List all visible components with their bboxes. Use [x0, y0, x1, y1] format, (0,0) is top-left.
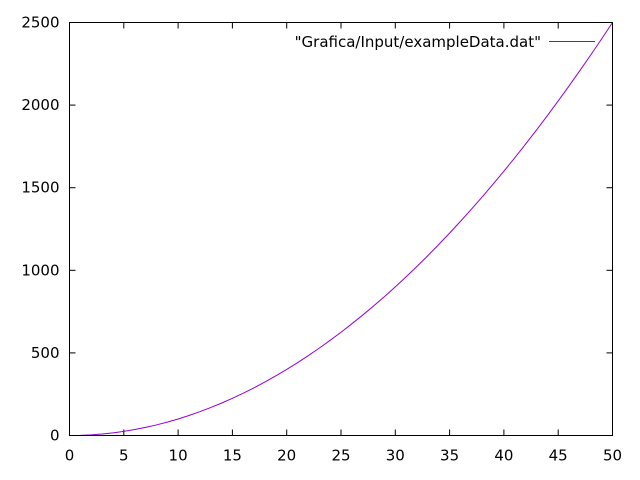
x-tick-label: 50	[603, 447, 622, 465]
x-tick-label: 15	[223, 447, 242, 465]
legend-label-series-1: "Grafica/Input/exampleData.dat"	[295, 33, 541, 51]
x-tick-label: 5	[119, 447, 129, 465]
y-tick-label: 1500	[21, 179, 59, 197]
y-axis-tick-labels: 0 500 1000 1500 2000 2500	[21, 14, 59, 445]
x-tick-label: 0	[65, 447, 75, 465]
x-tick-label: 45	[549, 447, 568, 465]
x-axis-ticks	[69, 22, 613, 436]
series-layer	[80, 22, 613, 436]
y-tick-label: 500	[31, 344, 60, 362]
y-axis-ticks	[69, 22, 613, 436]
series-line-1	[80, 22, 613, 436]
y-tick-label: 1000	[21, 261, 59, 279]
legend: "Grafica/Input/exampleData.dat"	[295, 33, 595, 51]
y-tick-label: 2000	[21, 96, 59, 114]
y-tick-label: 0	[50, 427, 60, 445]
x-tick-label: 20	[277, 447, 296, 465]
x-axis-tick-labels: 0 5 10 15 20 25 30 35 40 45 50	[65, 447, 622, 465]
x-tick-label: 10	[169, 447, 188, 465]
x-tick-label: 30	[386, 447, 405, 465]
y-tick-label: 2500	[21, 14, 59, 32]
x-tick-label: 25	[331, 447, 350, 465]
x-tick-label: 40	[494, 447, 513, 465]
x-tick-label: 35	[440, 447, 459, 465]
plot-frame	[69, 22, 613, 436]
